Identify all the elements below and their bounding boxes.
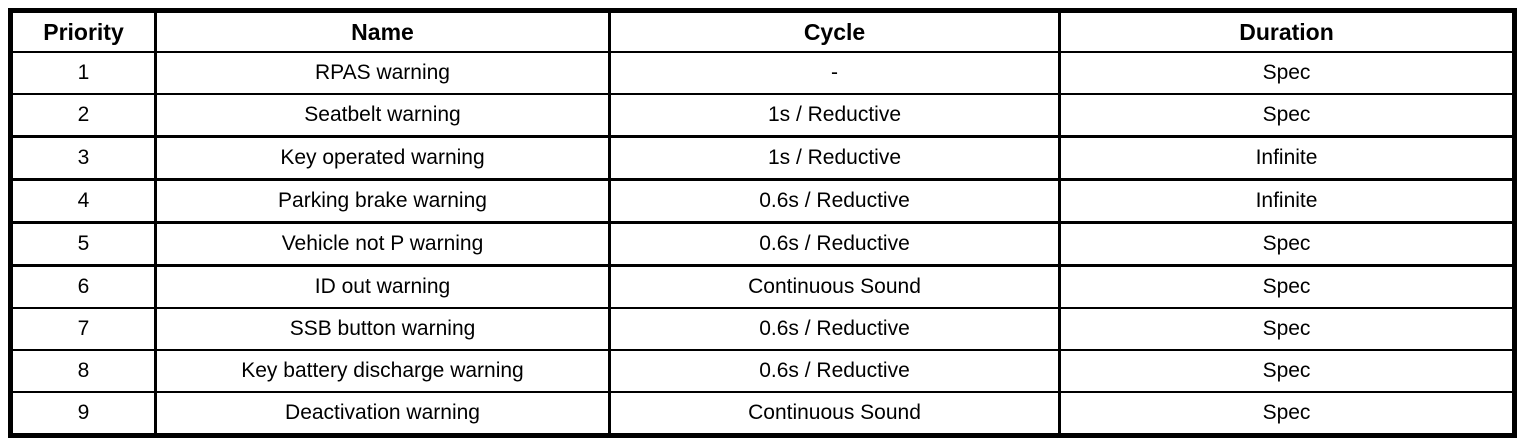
cell-priority: 6 — [9, 264, 157, 309]
cell-name: SSB button warning — [154, 307, 611, 351]
cell-duration: Infinite — [1058, 178, 1516, 224]
cell-name: Parking brake warning — [154, 178, 611, 224]
table-row: 9 Deactivation warning Continuous Sound Spe… — [9, 391, 1516, 437]
table-row: 3 Key operated warning 1s / Reductive Infin… — [9, 135, 1516, 181]
cell-priority: 7 — [9, 307, 157, 351]
cell-priority: 5 — [9, 221, 157, 267]
cell-cycle: 1s / Reductive — [608, 135, 1061, 181]
warning-priority-table: Priority Name Cycle Duration 1 RPAS warni… — [8, 8, 1517, 438]
cell-duration: Spec — [1058, 307, 1516, 351]
cell-name: RPAS warning — [154, 51, 611, 95]
cell-name: Seatbelt warning — [154, 93, 611, 138]
cell-cycle: 0.6s / Reductive — [608, 178, 1061, 224]
cell-priority: 9 — [9, 391, 157, 437]
column-header-duration: Duration — [1058, 9, 1516, 53]
table-row: 6 ID out warning Continuous Sound Spec — [9, 264, 1516, 309]
cell-duration: Infinite — [1058, 135, 1516, 181]
table-row: 7 SSB button warning 0.6s / Reductive Spec — [9, 307, 1516, 351]
cell-duration: Spec — [1058, 264, 1516, 309]
cell-name: Deactivation warning — [154, 391, 611, 437]
cell-name: Key operated warning — [154, 135, 611, 181]
cell-name: Key battery discharge warning — [154, 349, 611, 393]
table-header: Priority Name Cycle Duration — [9, 9, 1516, 53]
cell-name: ID out warning — [154, 264, 611, 309]
cell-duration: Spec — [1058, 221, 1516, 267]
table-row: 4 Parking brake warning 0.6s / Reductive In… — [9, 178, 1516, 224]
cell-priority: 1 — [9, 51, 157, 95]
cell-name: Vehicle not P warning — [154, 221, 611, 267]
column-header-cycle: Cycle — [608, 9, 1061, 53]
header-row: Priority Name Cycle Duration — [9, 9, 1516, 53]
cell-duration: Spec — [1058, 93, 1516, 138]
cell-cycle: Continuous Sound — [608, 391, 1061, 437]
cell-priority: 2 — [9, 93, 157, 138]
cell-cycle: - — [608, 51, 1061, 95]
table-row: 2 Seatbelt warning 1s / Reductive Spec — [9, 93, 1516, 138]
cell-cycle: 0.6s / Reductive — [608, 349, 1061, 393]
cell-duration: Spec — [1058, 349, 1516, 393]
table-row: 8 Key battery discharge warning 0.6s / Red… — [9, 349, 1516, 393]
cell-cycle: 0.6s / Reductive — [608, 307, 1061, 351]
cell-duration: Spec — [1058, 391, 1516, 437]
table-row: 1 RPAS warning - Spec — [9, 51, 1516, 95]
cell-priority: 4 — [9, 178, 157, 224]
cell-priority: 3 — [9, 135, 157, 181]
cell-priority: 8 — [9, 349, 157, 393]
table-row: 5 Vehicle not P warning 0.6s / Reductive Sp… — [9, 221, 1516, 267]
table-body: 1 RPAS warning - Spec 2 Seatbelt warning 1s / … — [9, 51, 1516, 437]
cell-cycle: 1s / Reductive — [608, 93, 1061, 138]
column-header-name: Name — [154, 9, 611, 53]
cell-duration: Spec — [1058, 51, 1516, 95]
cell-cycle: 0.6s / Reductive — [608, 221, 1061, 267]
cell-cycle: Continuous Sound — [608, 264, 1061, 309]
column-header-priority: Priority — [9, 9, 157, 53]
